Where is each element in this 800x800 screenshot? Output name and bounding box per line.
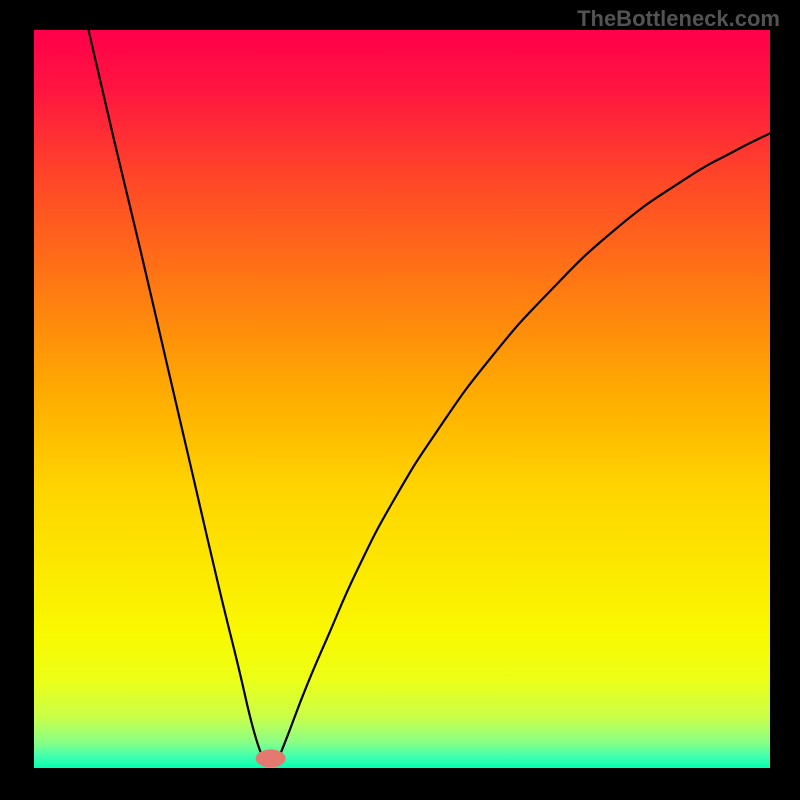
gradient-background: [34, 30, 770, 768]
bottleneck-marker: [256, 749, 286, 767]
chart-container: TheBottleneck.com: [0, 0, 800, 800]
plot-svg: [34, 30, 770, 768]
watermark-text: TheBottleneck.com: [577, 6, 780, 32]
plot-area: [34, 30, 770, 768]
